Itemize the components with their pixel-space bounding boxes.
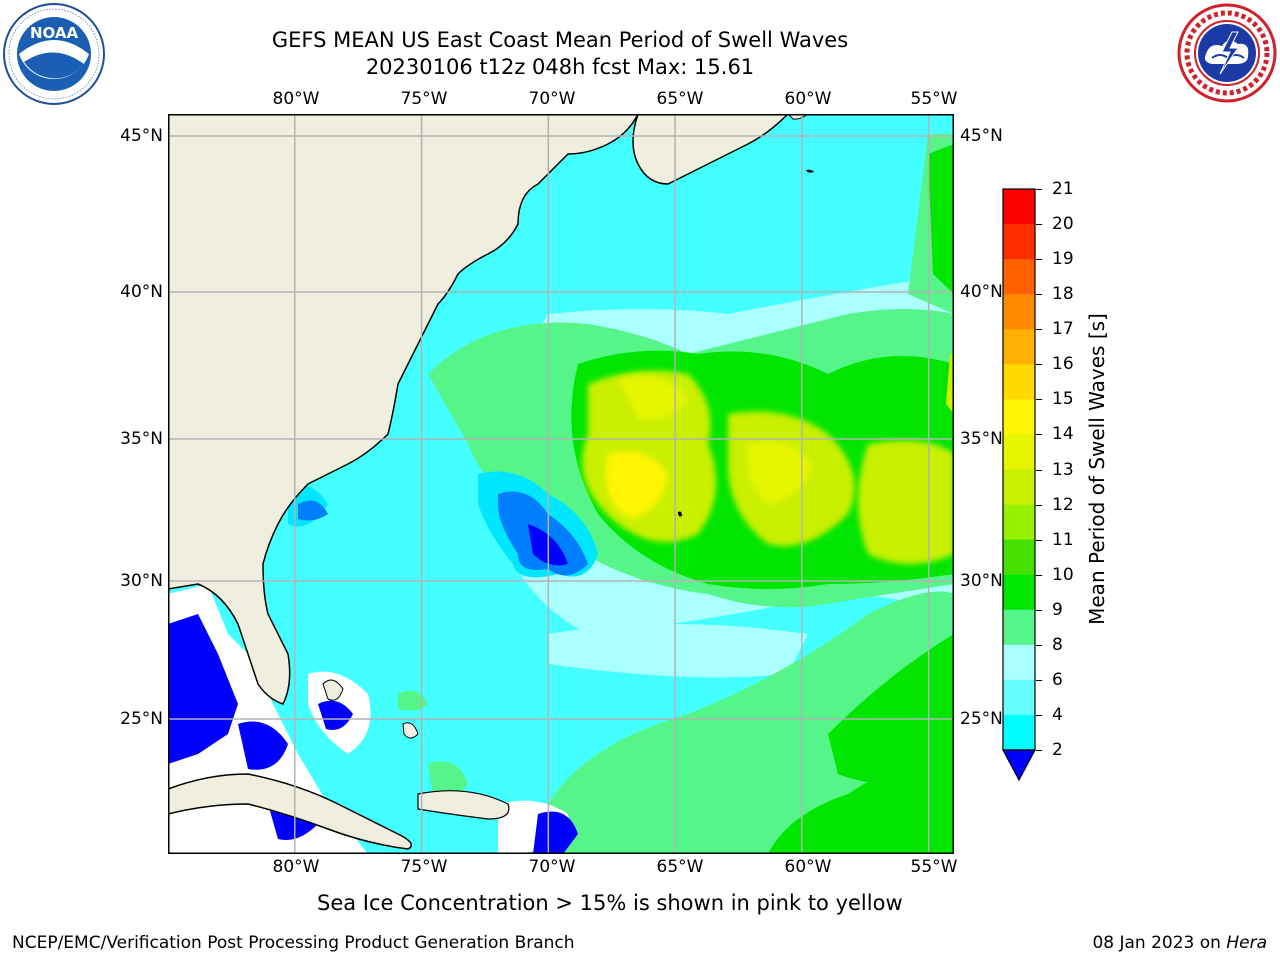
colorbar-tick-mark bbox=[1036, 750, 1042, 751]
colorbar-tick-mark bbox=[1036, 609, 1042, 611]
colorbar-tick-13: 13 bbox=[1052, 459, 1074, 480]
lat-tick-right-25n: 25°N bbox=[960, 709, 1003, 729]
colorbar-tick-10: 10 bbox=[1052, 564, 1074, 585]
colorbar-tick-8: 8 bbox=[1052, 634, 1063, 655]
colorbar-tick-mark bbox=[1036, 504, 1042, 506]
colorbar-segment bbox=[1003, 609, 1035, 646]
colorbar-tick-9: 9 bbox=[1052, 599, 1063, 620]
lat-tick-right-35n: 35°N bbox=[960, 429, 1003, 449]
lon-tick-top-65w: 65°W bbox=[656, 89, 704, 109]
lat-tick-left-30n: 30°N bbox=[120, 571, 163, 591]
colorbar-tick-11: 11 bbox=[1052, 529, 1074, 550]
colorbar-segment bbox=[1003, 504, 1035, 541]
colorbar-tick-mark bbox=[1036, 259, 1042, 261]
colorbar-tick-mark bbox=[1036, 679, 1042, 681]
lon-tick-top-55w: 55°W bbox=[910, 89, 958, 109]
colorbar-segment bbox=[1003, 259, 1035, 295]
colorbar-segments bbox=[1003, 189, 1035, 751]
colorbar bbox=[1002, 188, 1036, 782]
lat-tick-right-45n: 45°N bbox=[960, 126, 1003, 146]
lon-tick-top-80w: 80°W bbox=[272, 89, 320, 109]
lat-tick-right-40n: 40°N bbox=[960, 282, 1003, 302]
colorbar-tick-mark bbox=[1036, 399, 1042, 401]
lon-tick-bottom-75w: 75°W bbox=[400, 857, 448, 877]
colorbar-segment bbox=[1003, 574, 1035, 611]
colorbar-tick-mark bbox=[1036, 539, 1042, 541]
colorbar-tick-mark bbox=[1036, 189, 1042, 190]
lat-tick-left-40n: 40°N bbox=[120, 282, 163, 302]
colorbar-tick-18: 18 bbox=[1052, 284, 1074, 305]
colorbar-tick-mark bbox=[1036, 364, 1042, 366]
lon-tick-bottom-80w: 80°W bbox=[272, 857, 320, 877]
credit-text: NCEP/EMC/Verification Post Processing Pr… bbox=[12, 933, 575, 953]
colorbar-tick-16: 16 bbox=[1052, 354, 1074, 375]
colorbar-segment bbox=[1003, 189, 1035, 225]
noaa-logo-icon: NOAA bbox=[3, 3, 105, 105]
colorbar-tick-mark bbox=[1036, 714, 1042, 716]
colorbar-border bbox=[1002, 188, 1036, 751]
colorbar-tick-14: 14 bbox=[1052, 424, 1074, 445]
lat-tick-right-30n: 30°N bbox=[960, 571, 1003, 591]
lon-tick-bottom-60w: 60°W bbox=[784, 857, 832, 877]
colorbar-tick-19: 19 bbox=[1052, 249, 1074, 270]
colorbar-tick-4: 4 bbox=[1052, 704, 1063, 725]
lon-tick-top-70w: 70°W bbox=[528, 89, 576, 109]
colorbar-segment bbox=[1003, 224, 1035, 260]
date-stamp: 08 Jan 2023 on Hera bbox=[1092, 933, 1267, 953]
colorbar-segment bbox=[1003, 434, 1035, 470]
colorbar-tick-mark bbox=[1036, 329, 1042, 331]
colorbar-segment bbox=[1003, 714, 1035, 751]
colorbar-segment bbox=[1003, 329, 1035, 365]
svg-text:NOAA: NOAA bbox=[30, 24, 79, 42]
land-layer bbox=[168, 114, 814, 850]
colorbar-tick-mark bbox=[1036, 644, 1042, 646]
colorbar-segment bbox=[1003, 539, 1035, 576]
map-gridlines bbox=[168, 114, 954, 854]
colorbar-tick-mark bbox=[1036, 469, 1042, 471]
lon-tick-bottom-55w: 55°W bbox=[910, 857, 958, 877]
date-text: 08 Jan 2023 on bbox=[1092, 933, 1227, 953]
host-name: Hera bbox=[1226, 933, 1267, 953]
colorbar-tick-21: 21 bbox=[1052, 179, 1074, 199]
lon-tick-bottom-65w: 65°W bbox=[656, 857, 704, 877]
map-border bbox=[168, 114, 954, 854]
colorbar-segment bbox=[1003, 399, 1035, 435]
lon-tick-top-75w: 75°W bbox=[400, 89, 448, 109]
colorbar-segment bbox=[1003, 644, 1035, 681]
colorbar-extend-arrow bbox=[1002, 749, 1036, 782]
plot-title: GEFS MEAN US East Coast Mean Period of S… bbox=[271, 28, 849, 52]
colorbar-tick-mark bbox=[1036, 574, 1042, 576]
colorbar-segment bbox=[1003, 364, 1035, 400]
colorbar-segment bbox=[1003, 294, 1035, 330]
nws-logo-icon bbox=[1177, 3, 1277, 103]
colorbar-label: Mean Period of Swell Waves [s] bbox=[1085, 313, 1109, 625]
colorbar-tick-mark bbox=[1036, 224, 1042, 226]
swell-period-map bbox=[168, 114, 954, 854]
sea-ice-note: Sea Ice Concentration > 15% is shown in … bbox=[317, 891, 903, 915]
colorbar-tick-20: 20 bbox=[1052, 214, 1074, 235]
lat-tick-left-25n: 25°N bbox=[120, 709, 163, 729]
colorbar-tick-2: 2 bbox=[1052, 740, 1063, 760]
colorbar-tick-12: 12 bbox=[1052, 494, 1074, 515]
lon-tick-top-60w: 60°W bbox=[784, 89, 832, 109]
colorbar-tick-15: 15 bbox=[1052, 389, 1074, 410]
colorbar-tick-6: 6 bbox=[1052, 669, 1063, 690]
colorbar-tick-17: 17 bbox=[1052, 319, 1074, 340]
lat-tick-left-45n: 45°N bbox=[120, 126, 163, 146]
lat-tick-left-35n: 35°N bbox=[120, 429, 163, 449]
lon-tick-bottom-70w: 70°W bbox=[528, 857, 576, 877]
colorbar-segment bbox=[1003, 469, 1035, 506]
colorbar-tick-mark bbox=[1036, 294, 1042, 296]
plot-subtitle: 20230106 t12z 048h fcst Max: 15.61 bbox=[365, 55, 755, 79]
colorbar-segment bbox=[1003, 679, 1035, 716]
colorbar-tick-mark bbox=[1036, 434, 1042, 436]
